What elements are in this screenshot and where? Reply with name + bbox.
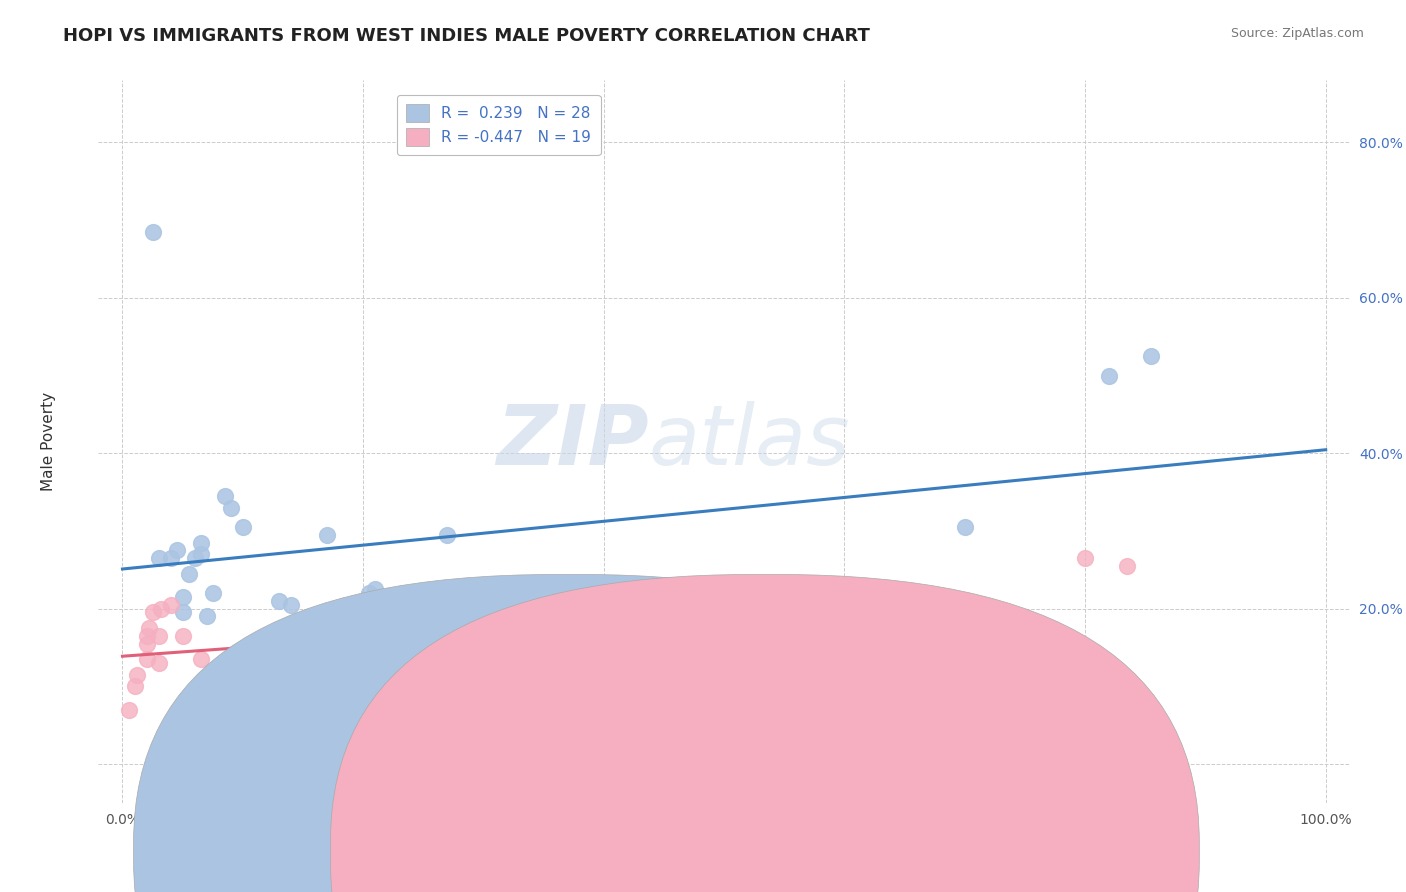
Point <box>544 606 567 620</box>
Point <box>1074 551 1097 566</box>
Text: Male Poverty: Male Poverty <box>41 392 56 491</box>
Point <box>214 489 236 503</box>
Point <box>1116 558 1139 573</box>
Point <box>773 613 796 627</box>
Point <box>138 621 160 635</box>
Point <box>375 609 398 624</box>
Point <box>1098 368 1121 383</box>
Point <box>190 547 212 561</box>
Point <box>359 586 381 600</box>
Point <box>544 667 567 681</box>
Text: atlas: atlas <box>650 401 851 482</box>
Point <box>436 528 458 542</box>
Point <box>232 520 254 534</box>
Legend: R =  0.239   N = 28, R = -0.447   N = 19: R = 0.239 N = 28, R = -0.447 N = 19 <box>396 95 600 155</box>
Text: HOPI VS IMMIGRANTS FROM WEST INDIES MALE POVERTY CORRELATION CHART: HOPI VS IMMIGRANTS FROM WEST INDIES MALE… <box>63 27 870 45</box>
Text: ZIP: ZIP <box>496 401 650 482</box>
Point <box>172 629 194 643</box>
Point <box>418 594 440 608</box>
Point <box>280 598 302 612</box>
Point <box>190 652 212 666</box>
Point <box>135 636 157 650</box>
Point <box>177 566 200 581</box>
Point <box>166 543 188 558</box>
Point <box>183 551 205 566</box>
Point <box>125 667 148 681</box>
Point <box>124 679 146 693</box>
Point <box>219 500 242 515</box>
Point <box>142 606 165 620</box>
Point <box>267 594 290 608</box>
Point <box>148 629 170 643</box>
Point <box>364 582 387 596</box>
Point <box>172 606 194 620</box>
Point <box>148 656 170 670</box>
Point <box>436 672 458 686</box>
Point <box>953 520 976 534</box>
Point <box>195 609 218 624</box>
Point <box>1140 349 1163 363</box>
Point <box>159 551 181 566</box>
Point <box>117 702 139 716</box>
Point <box>135 652 157 666</box>
Point <box>190 535 212 549</box>
Point <box>150 601 172 615</box>
Point <box>201 586 224 600</box>
Text: Source: ZipAtlas.com: Source: ZipAtlas.com <box>1230 27 1364 40</box>
Point <box>135 629 157 643</box>
Point <box>316 528 339 542</box>
Point <box>172 590 194 604</box>
Text: Immigrants from West Indies: Immigrants from West Indies <box>789 845 990 859</box>
Text: Hopi: Hopi <box>592 845 623 859</box>
Point <box>142 225 165 239</box>
Point <box>418 675 440 690</box>
Point <box>148 551 170 566</box>
Point <box>159 598 181 612</box>
